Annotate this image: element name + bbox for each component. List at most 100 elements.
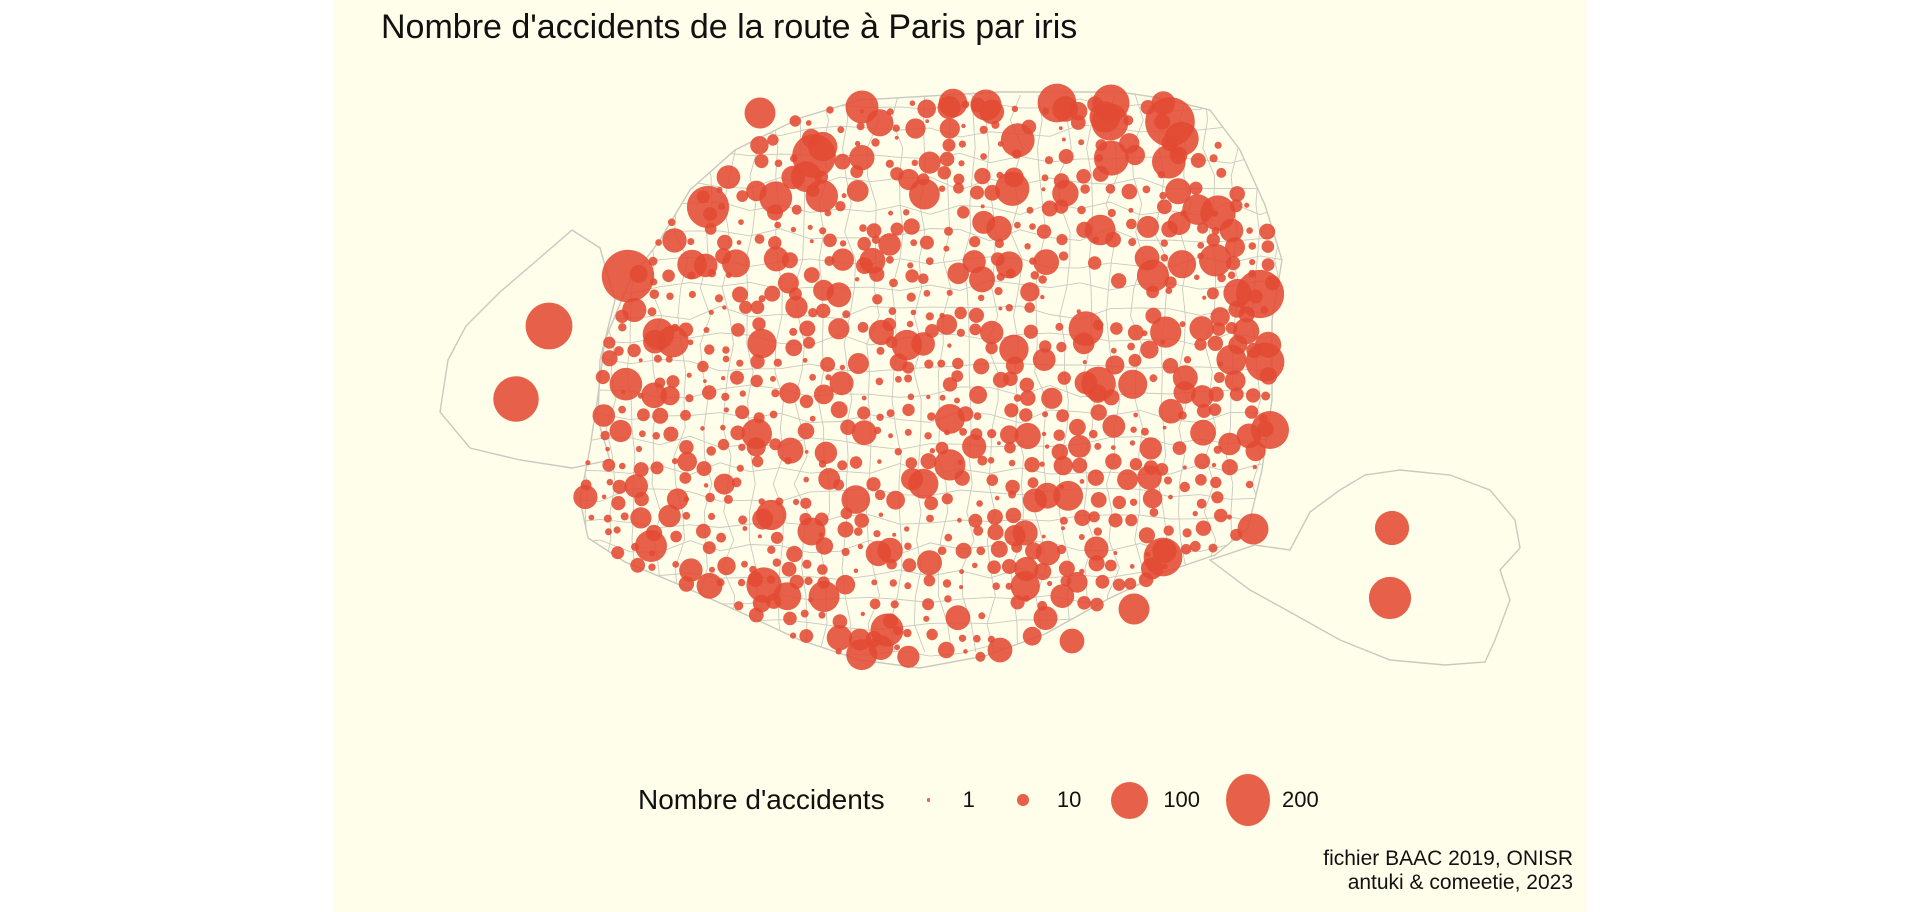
accident-bubble: [803, 336, 815, 349]
accident-bubble: [874, 426, 882, 434]
accident-bubble: [878, 233, 901, 256]
accident-bubble: [789, 327, 798, 336]
accident-bubble: [606, 478, 614, 486]
accident-bubble: [767, 134, 779, 146]
accident-bubble: [956, 328, 966, 337]
accident-bubble: [1022, 626, 1042, 646]
accident-bubble: [1061, 526, 1065, 531]
accident-bubble: [1182, 528, 1192, 538]
legend-key: [1226, 773, 1271, 827]
accident-bubble: [890, 600, 899, 609]
accident-bubble: [1056, 341, 1067, 353]
accident-bubble: [738, 219, 744, 226]
accident-bubble: [1136, 259, 1170, 292]
accident-bubble: [1160, 239, 1169, 247]
accident-bubble: [1159, 191, 1167, 200]
accident-bubble: [837, 460, 848, 471]
accident-bubble: [1090, 597, 1104, 612]
accident-bubble: [969, 236, 981, 248]
accident-bubble: [1059, 516, 1068, 525]
accident-bubble: [892, 532, 897, 537]
accident-bubble: [1246, 227, 1253, 234]
accident-bubble: [910, 309, 917, 316]
accident-bubble: [763, 246, 789, 272]
accident-bubble: [1189, 181, 1203, 195]
legend-label: 10: [1056, 787, 1082, 812]
accident-bubble: [1209, 154, 1218, 163]
accident-bubble: [588, 514, 595, 521]
accident-bubble: [842, 310, 851, 319]
accident-bubble: [841, 485, 871, 514]
accident-bubble: [895, 375, 902, 383]
accident-bubble: [723, 407, 730, 413]
accident-bubble: [696, 572, 723, 599]
accident-bubble: [1074, 509, 1091, 526]
accident-bubble: [1245, 342, 1285, 382]
accident-bubble: [1077, 205, 1086, 215]
accident-bubble: [641, 382, 667, 409]
legend-label: 200: [1282, 787, 1319, 812]
accident-bubble: [666, 375, 680, 389]
accident-bubble: [890, 222, 904, 236]
accident-bubble: [1058, 251, 1069, 261]
accident-bubble: [758, 295, 766, 303]
legend-bubble-icon: [926, 798, 931, 802]
accident-bubble: [722, 249, 750, 278]
accident-bubble: [818, 611, 826, 619]
accident-bubble: [918, 151, 941, 174]
accident-bubble: [601, 249, 655, 303]
accident-bubble: [609, 367, 643, 401]
accident-bubble: [1244, 405, 1259, 419]
accident-bubble: [894, 448, 902, 456]
accident-bubble: [905, 269, 919, 283]
accident-bubble: [592, 404, 616, 427]
accident-bubble: [1089, 429, 1098, 439]
accident-bubble: [888, 210, 894, 216]
accident-bubble: [708, 512, 716, 521]
accident-bubble: [1014, 221, 1021, 229]
accident-bubble: [802, 358, 808, 363]
accident-bubble: [1210, 476, 1222, 489]
accident-bubble: [835, 201, 846, 212]
accident-bubble: [1235, 269, 1285, 319]
accident-bubble: [924, 496, 939, 511]
accident-bubble: [716, 578, 725, 587]
accident-bubble: [835, 648, 842, 655]
accident-bubble: [980, 320, 1004, 345]
accident-bubble: [742, 526, 748, 531]
accident-bubble: [696, 461, 712, 477]
accident-bubble: [926, 628, 938, 641]
legend-key: [907, 778, 951, 822]
accident-bubble: [1005, 356, 1024, 375]
accident-bubble: [713, 473, 735, 495]
accident-bubble: [635, 530, 667, 562]
accident-bubble: [703, 327, 710, 333]
accident-bubble: [952, 357, 964, 370]
accident-bubble: [1107, 208, 1116, 218]
accident-bubble: [808, 308, 818, 318]
accident-bubble: [1138, 572, 1154, 588]
accident-bubble: [1211, 462, 1217, 468]
accident-bubble: [829, 371, 854, 396]
accident-bubble: [613, 526, 621, 534]
accident-bubble: [803, 267, 820, 283]
accident-bubble: [1052, 180, 1079, 207]
accident-bubble: [957, 459, 964, 465]
accident-bubble: [831, 248, 854, 271]
size-legend: Nombre d'accidents 1 10 100 200: [638, 770, 1345, 830]
accident-bubble: [837, 521, 854, 538]
accident-bubble: [847, 353, 869, 374]
accident-bubble: [1026, 206, 1034, 214]
accident-bubble: [871, 579, 878, 586]
caption-source: fichier BAAC 2019, ONISR: [1323, 847, 1573, 870]
accident-bubble: [1035, 540, 1061, 566]
accident-bubble: [929, 448, 936, 454]
accident-bubble: [1108, 513, 1123, 528]
accident-bubble: [1227, 271, 1236, 280]
accident-bubble: [970, 185, 984, 200]
accident-bubble: [1190, 153, 1206, 168]
accident-bubble: [1143, 537, 1183, 577]
accident-bubble: [927, 412, 936, 421]
accident-bubble: [973, 525, 984, 536]
accident-bubble: [1019, 408, 1033, 422]
